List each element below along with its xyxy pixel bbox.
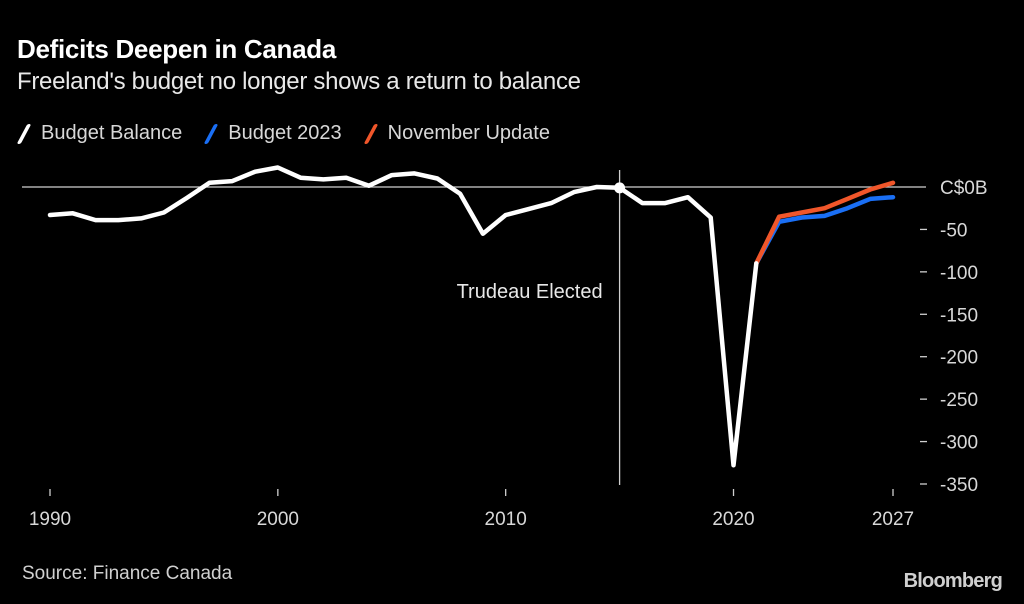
y-tick-label: -300 <box>940 433 978 454</box>
y-tick-label: -350 <box>940 475 978 496</box>
brand-logo: Bloomberg <box>903 570 1003 592</box>
x-tick-label: 2027 <box>872 509 914 530</box>
y-tick-label: -200 <box>940 348 978 369</box>
series-line-november-update <box>754 180 896 266</box>
annotation-dot <box>614 182 626 194</box>
legend-label: November Update <box>387 122 550 144</box>
x-tick-label: 2020 <box>712 509 754 530</box>
legend: Budget Balance Budget 2023 November Upda… <box>17 122 572 145</box>
legend-item-budget-2023: Budget 2023 <box>204 122 341 145</box>
y-tick-label: C$0B <box>940 178 988 199</box>
x-tick-label: 2010 <box>485 509 527 530</box>
chart-title: Deficits Deepen in Canada <box>17 34 337 64</box>
source-note: Source: Finance Canada <box>22 563 233 584</box>
annotation-label: Trudeau Elected <box>457 281 603 303</box>
y-tick-label: -50 <box>940 220 967 241</box>
x-tick-label: 1990 <box>29 509 71 530</box>
series-line-budget-balance <box>47 165 759 468</box>
legend-item-budget-balance: Budget Balance <box>17 122 182 145</box>
legend-label: Budget Balance <box>41 122 183 144</box>
x-tick-label: 2000 <box>257 509 299 530</box>
y-tick-label: -250 <box>940 390 978 411</box>
legend-item-november-update: November Update <box>364 122 550 145</box>
y-tick-label: -150 <box>940 305 978 326</box>
y-tick-label: -100 <box>940 263 978 284</box>
chart-subtitle: Freeland's budget no longer shows a retu… <box>17 68 581 95</box>
legend-label: Budget 2023 <box>228 122 342 144</box>
